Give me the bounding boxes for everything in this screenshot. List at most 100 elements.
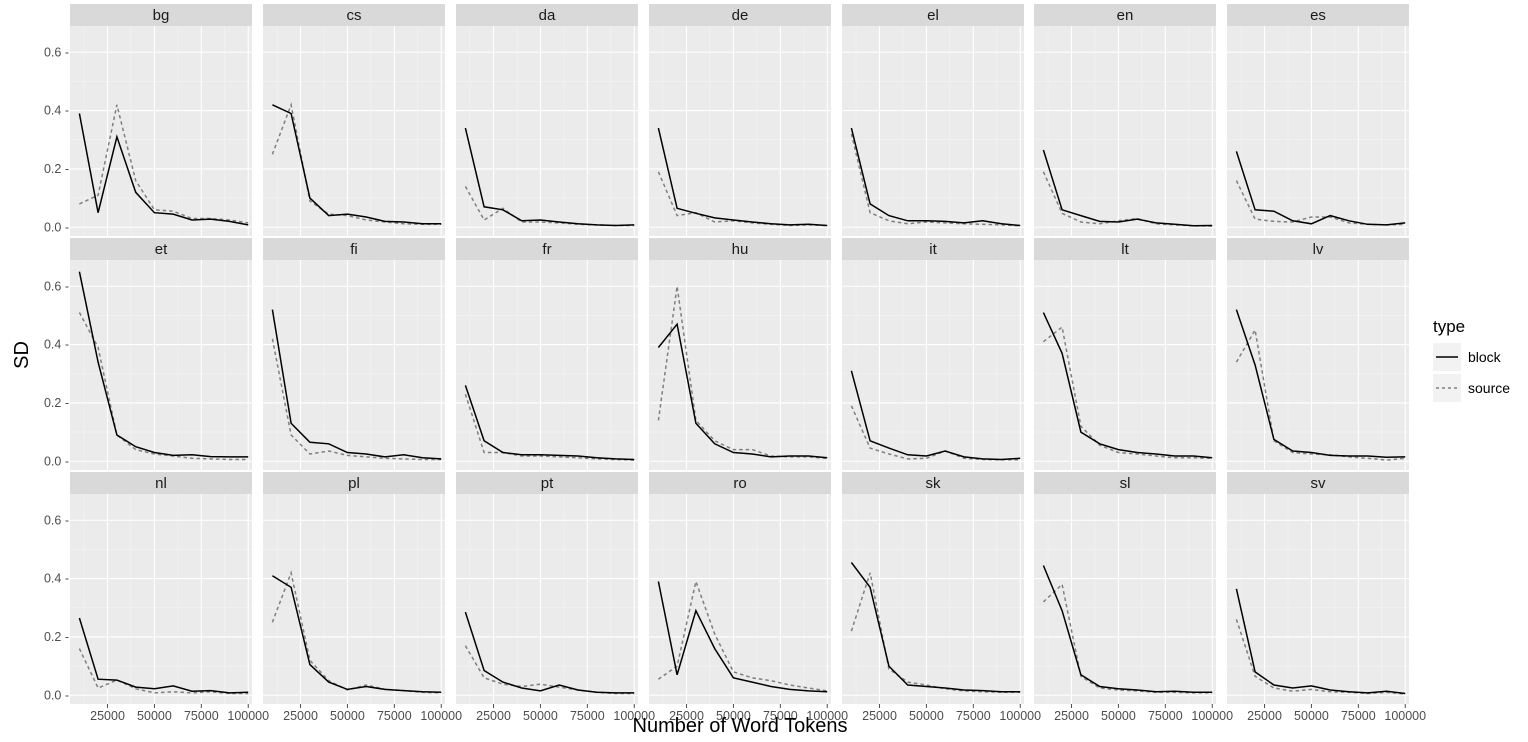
y-tick-label: 0.0 - (44, 688, 69, 702)
facet-panel-lv: lv (1227, 238, 1409, 470)
facet-panel-el: el (842, 4, 1024, 236)
facet-strip-label: sv (1311, 475, 1327, 492)
legend: type block source (1433, 317, 1510, 402)
facet-panel-sl: sl (1034, 472, 1216, 704)
series-line-source (1235, 180, 1406, 226)
x-tick-label: 50000 (523, 709, 558, 723)
facet-panel-fi: fi (263, 238, 445, 470)
facet-strip-label: el (927, 7, 939, 24)
facet-strip (649, 472, 831, 494)
series-line-block (657, 322, 828, 459)
series-line-block (1042, 565, 1213, 694)
facet-panel-de: de (649, 4, 831, 236)
series-line-block (1235, 588, 1406, 695)
panel-background (263, 260, 445, 470)
series-line-block (1235, 151, 1406, 226)
series-line-block (78, 271, 249, 458)
facet-strip (70, 472, 252, 494)
y-tick-label: 0.4 - (44, 104, 69, 118)
facet-panel-pl: pl (263, 472, 445, 704)
facet-strip-label: et (155, 241, 168, 258)
y-tick-label: 0.6 - (44, 513, 69, 527)
x-tick-label: 75000 (956, 709, 991, 723)
x-tick-label: 100000 (227, 709, 269, 723)
panel-background (456, 260, 638, 470)
x-tick-label: 25000 (283, 709, 318, 723)
facet-strip-label: fi (350, 241, 358, 258)
y-tick-label: 0.0 - (44, 454, 69, 468)
facet-panel-bg: bg (70, 4, 252, 236)
facet-strip-label: pl (348, 475, 360, 492)
legend-label-source: source (1468, 380, 1510, 396)
panel-background (1227, 494, 1409, 704)
series-line-block (78, 617, 249, 694)
facet-panel-hu: hu (649, 238, 831, 470)
x-tick-label: 75000 (1148, 709, 1183, 723)
x-tick-label: 100000 (1191, 709, 1233, 723)
series-line-source (1235, 327, 1406, 461)
facet-strip (1227, 238, 1409, 260)
x-tick-label: 50000 (137, 709, 172, 723)
panel-background (1227, 260, 1409, 470)
y-tick-label: 0.6 - (44, 279, 69, 293)
panel-background (842, 26, 1024, 236)
panel-background (842, 260, 1024, 470)
facet-strip (456, 4, 638, 26)
x-tick-label: 50000 (330, 709, 365, 723)
series-line-source (657, 286, 828, 460)
facet-strip-label: sl (1120, 475, 1131, 492)
facet-strip-label: lv (1313, 241, 1324, 258)
y-tick-label: 0.2 - (44, 630, 69, 644)
series-line-block (272, 104, 442, 225)
panel-background (456, 494, 638, 704)
facet-strip-label: fr (542, 241, 551, 258)
x-tick-label: 100000 (613, 709, 655, 723)
series-line-block (1042, 149, 1213, 227)
series-line-source (271, 570, 442, 694)
x-tick-label: 75000 (570, 709, 605, 723)
facet-panel-nl: nl (70, 472, 252, 704)
facet-panel-lt: lt (1034, 238, 1216, 470)
series-line-block (850, 370, 1021, 461)
facet-panel-sv: sv (1227, 472, 1409, 704)
facet-strip-label: en (1117, 7, 1134, 24)
facet-strip-label: bg (153, 7, 170, 24)
panel-background (649, 260, 831, 470)
facet-panel-pt: pt (456, 472, 638, 704)
legend-label-block: block (1468, 349, 1502, 365)
y-axis-title: SD (11, 341, 33, 369)
facet-panel-it: it (842, 238, 1024, 470)
facet-panel-en: en (1034, 4, 1216, 236)
panel-background (1227, 26, 1409, 236)
facet-strip (263, 472, 445, 494)
x-tick-label: 100000 (999, 709, 1041, 723)
x-axis-ticks: 25000 50000 75000 100000 25000 50000 75000 1000… (90, 704, 1426, 723)
panel-background (70, 260, 252, 470)
facet-strip (263, 4, 445, 26)
series-line-source (1042, 325, 1213, 460)
facet-panel-et: et (70, 238, 252, 470)
facet-strip (842, 238, 1024, 260)
facet-panel-fr: fr (456, 238, 638, 470)
series-line-block (464, 127, 635, 227)
facet-strip (649, 238, 831, 260)
x-tick-label: 50000 (909, 709, 944, 723)
x-tick-label: 75000 (377, 709, 412, 723)
facet-strip-label: da (539, 7, 556, 24)
series-line-source (464, 186, 635, 227)
x-tick-label: 50000 (1101, 709, 1136, 723)
x-tick-label: 100000 (1384, 709, 1426, 723)
x-axis-title: Number of Word Tokens (633, 715, 848, 737)
facet-panel-cs: cs (263, 4, 445, 236)
facet-strip-label: pt (541, 475, 554, 492)
facet-strip-label: cs (347, 7, 362, 24)
series-line-block (850, 562, 1021, 693)
facet-strip (1227, 4, 1409, 26)
series-line-source (657, 578, 828, 692)
x-tick-label: 25000 (90, 709, 125, 723)
facet-strip-label: ro (733, 475, 746, 492)
y-tick-label: 0.0 - (44, 220, 69, 234)
series-line-source (464, 393, 635, 461)
facet-panel-es: es (1227, 4, 1409, 236)
panel-background (1034, 26, 1216, 236)
